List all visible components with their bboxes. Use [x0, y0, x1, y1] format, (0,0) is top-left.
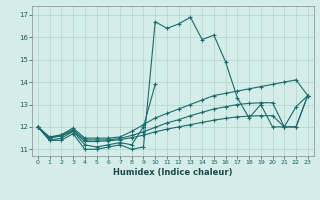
X-axis label: Humidex (Indice chaleur): Humidex (Indice chaleur): [113, 168, 233, 177]
